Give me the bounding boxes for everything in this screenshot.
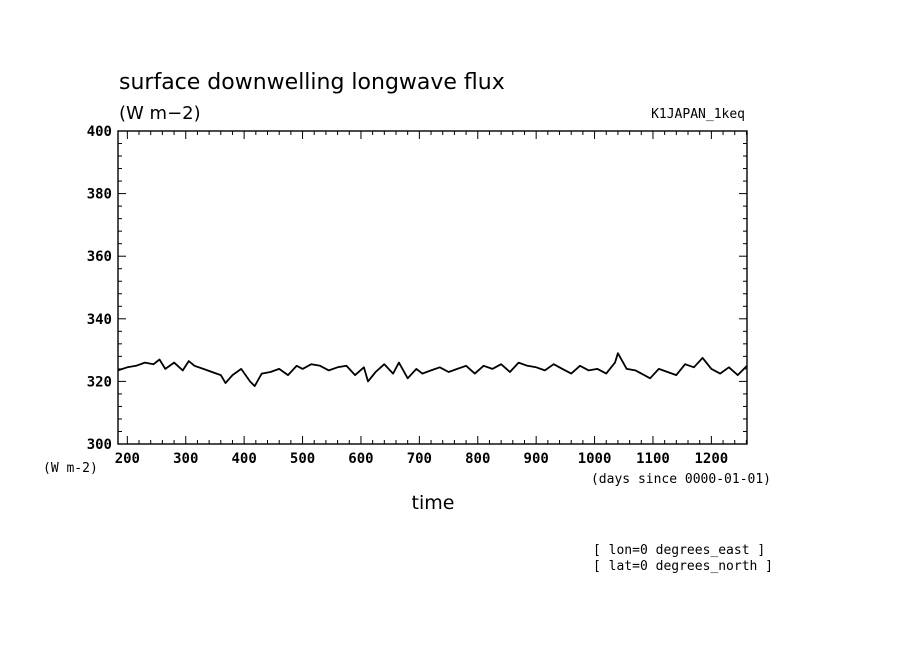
x-tick-label: 900 <box>524 451 549 467</box>
y-tick-label: 340 <box>87 312 112 328</box>
y-tick-label: 320 <box>87 374 112 390</box>
plot-frame <box>117 130 748 445</box>
dataset-label: K1JAPAN_1keq <box>651 107 745 122</box>
footer-lat: [ lat=0 degrees_north ] <box>593 559 773 574</box>
x-units-label: (days since 0000-01-01) <box>591 472 771 487</box>
x-tick-label: 800 <box>465 451 490 467</box>
y-axis-label: (W m-2) <box>43 461 98 476</box>
y-tick-label: 360 <box>87 249 112 265</box>
y-tick-label: 380 <box>87 187 112 203</box>
y-tick-label: 400 <box>87 124 112 140</box>
x-tick-label: 300 <box>173 451 198 467</box>
y-tick-label: 300 <box>87 437 112 453</box>
x-tick-label: 1100 <box>636 451 670 467</box>
x-tick-label: 1000 <box>578 451 612 467</box>
x-tick-label: 400 <box>232 451 257 467</box>
units-label: (W m−2) <box>119 103 201 124</box>
y-axis: 300 320 340 360 380 400 <box>87 124 747 453</box>
x-tick-label: 1200 <box>695 451 729 467</box>
x-tick-label: 600 <box>348 451 373 467</box>
x-tick-label: 200 <box>115 451 140 467</box>
x-tick-label: 500 <box>290 451 315 467</box>
footer-lon: [ lon=0 degrees_east ] <box>593 543 765 558</box>
series-line <box>117 352 748 387</box>
x-axis-label: time <box>412 492 455 514</box>
x-tick-label: 700 <box>407 451 432 467</box>
x-axis: 200 300 400 500 600 700 800 900 1000 1100 1200 <box>115 131 747 467</box>
chart-title: surface downwelling longwave flux <box>119 70 505 95</box>
